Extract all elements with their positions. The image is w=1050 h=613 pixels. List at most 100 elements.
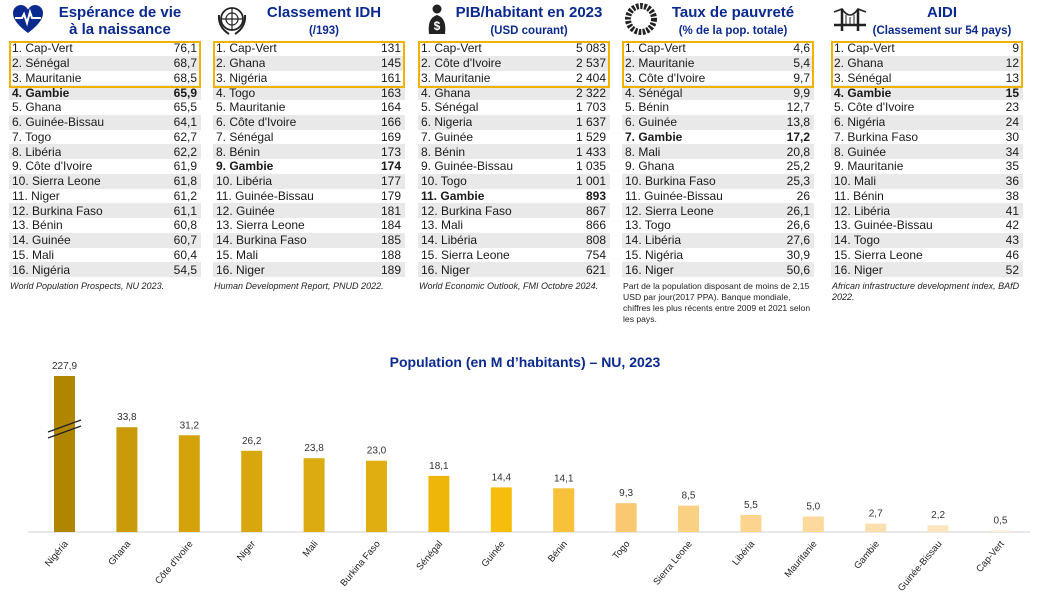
bar-mali <box>303 458 325 532</box>
row-value: 54,5 <box>173 262 197 277</box>
row-value: 36 <box>1005 174 1019 189</box>
category-tick-label: Ghana <box>106 538 133 567</box>
row-country: 14. Togo <box>834 233 880 248</box>
table-row: 16. Niger 621 <box>418 262 610 277</box>
svg-text:$: $ <box>434 19 441 33</box>
row-value: 754 <box>585 247 606 262</box>
data-label: 18,1 <box>429 461 449 472</box>
ranking-list: 1. Cap-Vert 76,1 2. Sénégal 68,7 3. Mauritan… <box>9 41 201 277</box>
un-globe-icon <box>217 7 247 35</box>
table-row: 5. Bénin 12,7 <box>622 100 814 115</box>
table-row: 6. Guinée-Bissau 64,1 <box>9 114 201 130</box>
row-country: 7. Burkina Faso <box>834 129 919 144</box>
category-tick-label: Sierra Leone <box>651 539 694 588</box>
row-country: 2. Ghana <box>216 56 266 71</box>
category-tick-label: Togo <box>611 539 633 562</box>
table-row: 2. Sénégal 68,7 <box>9 55 201 71</box>
row-country: 13. Mali <box>421 218 464 233</box>
table-row: 2. Côte d'Ivoire 2 537 <box>418 55 610 71</box>
data-label: 23,0 <box>367 446 387 457</box>
table-row: 14. Togo 43 <box>831 232 1023 248</box>
row-country: 14. Libéria <box>625 233 682 248</box>
row-value: 20,8 <box>786 144 810 159</box>
table-row: 3. Nigéria 161 <box>213 71 405 86</box>
table-row: 12. Burkina Faso 61,1 <box>9 203 201 218</box>
row-country: 6. Guinée-Bissau <box>12 115 105 130</box>
row-value: 64,1 <box>173 115 197 130</box>
row-country: 3. Mauritanie <box>12 70 82 85</box>
row-country: 16. Niger <box>834 262 883 277</box>
ranking-list: 1. Cap-Vert 5 083 2. Côte d'Ivoire 2 537 3. … <box>418 41 610 277</box>
table-row: 10. Libéria 177 <box>213 173 405 189</box>
table-row: 10. Mali 36 <box>831 173 1023 189</box>
row-value: 62,2 <box>173 144 197 159</box>
row-country: 8. Mali <box>625 144 661 159</box>
row-value: 9 <box>1012 41 1019 56</box>
row-country: 3. Sénégal <box>834 70 892 85</box>
data-label: 5,5 <box>744 500 758 511</box>
table-row: 5. Sénégal 1 703 <box>418 100 610 115</box>
row-country: 6. Côte d'Ivoire <box>216 115 297 130</box>
panel-idh: Classement IDH (/193) 1. Cap-Vert 131 2. G… <box>213 0 405 291</box>
axis-break-mark <box>47 425 82 439</box>
row-value: 17,2 <box>786 129 810 144</box>
panel-header: $ PIB/habitant en 2023 (USD courant) <box>418 0 610 41</box>
row-value: 4,6 <box>793 41 810 56</box>
population-bar-chart: 227,9 Nigéria 33,8 Ghana 31,2 Côte d'Ivoire 26… <box>28 361 1030 594</box>
panel-esperance: Espérance de vie à la naissance 1. Cap-V… <box>9 0 201 291</box>
table-row: 15. Sierra Leone 754 <box>418 248 610 263</box>
table-row: 2. Ghana 12 <box>831 55 1023 71</box>
category-tick-label: Nigéria <box>43 538 71 569</box>
row-country: 7. Sénégal <box>216 129 274 144</box>
row-country: 11. Guinée-Bissau <box>216 188 314 203</box>
bar-gambie <box>865 523 887 532</box>
row-value: 189 <box>380 262 401 277</box>
row-value: 30,9 <box>786 247 810 262</box>
row-value: 9,7 <box>793 70 810 85</box>
row-value: 50,6 <box>786 262 810 277</box>
bar-ghana <box>116 427 138 532</box>
row-value: 866 <box>585 218 606 233</box>
row-value: 30 <box>1005 129 1019 144</box>
table-row: 12. Guinée 181 <box>213 203 405 218</box>
row-country: 7. Guinée <box>421 129 474 144</box>
table-row: 2. Mauritanie 5,4 <box>622 55 814 71</box>
source-note: World Population Prospects, NU 2023. <box>10 281 165 291</box>
table-row: 13. Sierra Leone 184 <box>213 218 405 233</box>
row-country: 11. Guinée-Bissau <box>625 188 723 203</box>
row-country: 10. Togo <box>421 174 467 189</box>
row-country: 15. Nigéria <box>625 247 684 262</box>
table-row: 14. Burkina Faso 185 <box>213 232 405 248</box>
row-country: 10. Libéria <box>216 174 273 189</box>
row-country: 8. Bénin <box>216 144 261 159</box>
panel-title: AIDI <box>927 4 957 21</box>
row-value: 185 <box>380 233 401 248</box>
row-value: 184 <box>380 218 401 233</box>
category-tick-label: Guinée <box>479 539 507 570</box>
row-value: 166 <box>380 115 401 130</box>
row-value: 25,3 <box>786 174 810 189</box>
table-row: 8. Libéria 62,2 <box>9 144 201 159</box>
category-tick-label: Gambie <box>852 539 882 572</box>
row-value: 893 <box>585 188 606 203</box>
data-label: 5,0 <box>806 502 820 513</box>
table-row: 9. Ghana 25,2 <box>622 159 814 174</box>
bar-burkina-faso <box>366 460 387 532</box>
row-country: 7. Togo <box>12 129 52 144</box>
source-note: Part de la population disposant de moins… <box>623 281 811 324</box>
table-row: 8. Bénin 173 <box>213 144 405 159</box>
row-country: 5. Sénégal <box>421 100 479 115</box>
row-value: 12 <box>1005 56 1019 71</box>
axis-break-mark <box>47 419 82 433</box>
row-value: 179 <box>380 188 401 203</box>
table-row: 6. Nigeria 1 637 <box>418 114 610 130</box>
ranking-list: 1. Cap-Vert 4,6 2. Mauritanie 5,4 3. Côte d'… <box>622 41 814 277</box>
table-row: 7. Guinée 1 529 <box>418 130 610 145</box>
table-row: 6. Côte d'Ivoire 166 <box>213 114 405 130</box>
row-value: 2 404 <box>575 70 606 85</box>
row-country: 12. Burkina Faso <box>12 203 103 218</box>
row-value: 65,5 <box>173 100 197 115</box>
row-value: 164 <box>380 100 401 115</box>
row-country: 14. Burkina Faso <box>216 233 307 248</box>
data-label: 14,1 <box>554 473 574 484</box>
